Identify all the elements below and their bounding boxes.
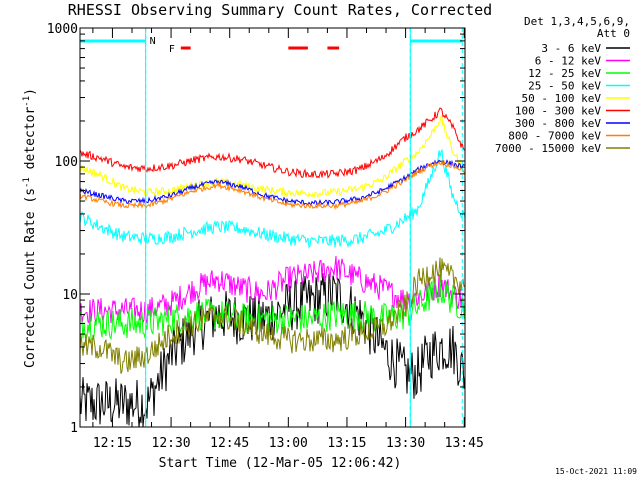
y-tick-label: 1: [70, 421, 78, 436]
series-line-2: [80, 255, 465, 325]
series-line-7: [80, 159, 465, 207]
legend-label-3: 12 - 25 keV: [528, 67, 601, 80]
legend-label-2: 6 - 12 keV: [535, 55, 602, 68]
y-axis-label: Corrected Count Rate (s-1 detector-1): [22, 88, 38, 368]
legend-label-5: 50 - 100 keV: [522, 92, 602, 105]
night-flag-label: N: [150, 36, 156, 47]
x-tick-label: 13:45: [445, 436, 484, 451]
x-axis-label: Start Time (12-Mar-05 12:06:42): [159, 456, 402, 471]
chart-title: RHESSI Observing Summary Count Rates, Co…: [68, 1, 492, 19]
legend-label-7: 300 - 800 keV: [515, 117, 601, 130]
flare-flag-label: F: [169, 44, 175, 55]
legend-label-4: 25 - 50 keV: [528, 80, 601, 93]
x-tick-label: 13:30: [386, 436, 425, 451]
legend-header-line-2: Att 0: [597, 27, 630, 40]
x-tick-label: 12:30: [152, 436, 191, 451]
series-line-9: [80, 257, 465, 374]
legend-label-8: 800 - 7000 keV: [508, 130, 601, 143]
x-tick-label: 13:15: [327, 436, 366, 451]
axes: 1 10 100 1000 12:15 12:30 12:45 13:00 13:15 13:30…: [47, 22, 484, 451]
legend-label-9: 7000 - 15000 keV: [495, 142, 601, 155]
timestamp: 15-Oct-2021 11:09: [555, 467, 637, 476]
y-tick-label: 1000: [47, 22, 78, 37]
series-line-6: [80, 107, 465, 179]
legend-header-line-1: Det 1,3,4,5,6,9,: [524, 15, 630, 28]
y-tick-label: 10: [62, 288, 78, 303]
legend-label-1: 3 - 6 keV: [541, 42, 601, 55]
series-line-8: [80, 159, 465, 211]
legend-label-6: 100 - 300 keV: [515, 105, 601, 118]
x-tick-label: 12:45: [210, 436, 249, 451]
plot-frame: [79, 27, 466, 428]
x-tick-label: 13:00: [269, 436, 308, 451]
x-tick-label: 12:15: [93, 436, 132, 451]
series-line-4: [80, 148, 465, 249]
series-line-3: [80, 274, 465, 341]
y-tick-label: 100: [55, 155, 78, 170]
series-line-5: [80, 115, 465, 199]
